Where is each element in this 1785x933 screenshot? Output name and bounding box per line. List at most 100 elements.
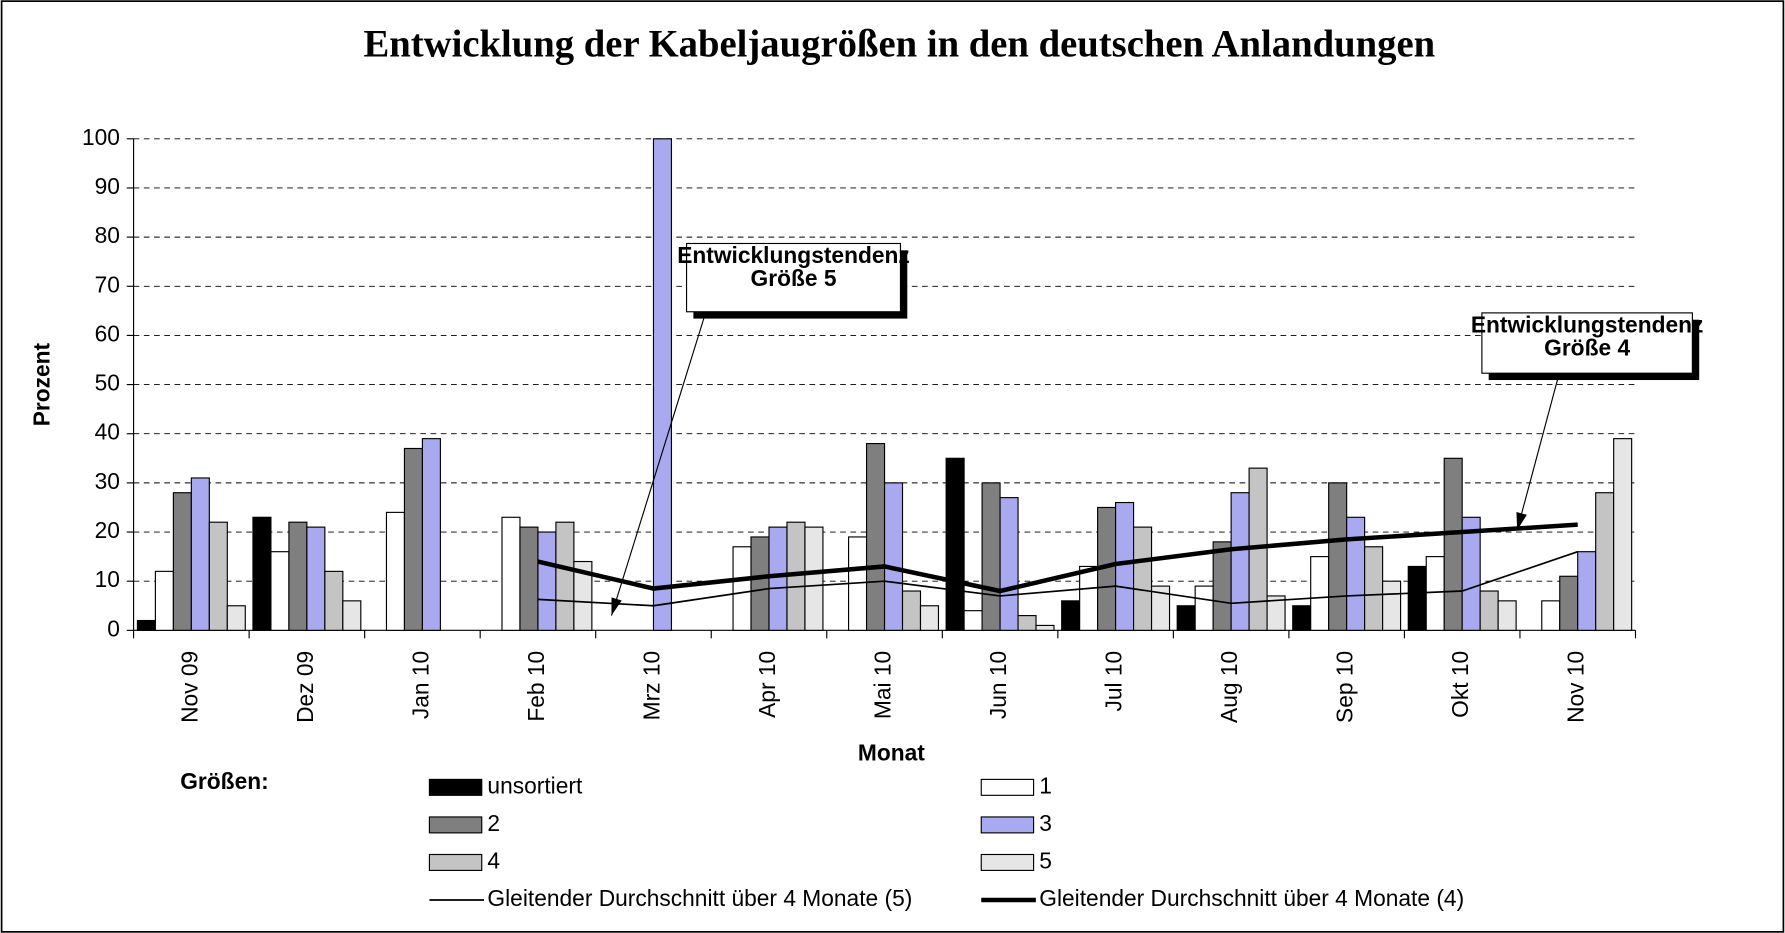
- bar: [252, 516, 272, 631]
- x-tick-label: Jan 10: [407, 651, 433, 719]
- bar: [1212, 541, 1232, 631]
- bar: [1230, 492, 1250, 631]
- bar: [555, 521, 575, 631]
- bar: [172, 492, 192, 631]
- bar: [1425, 556, 1445, 631]
- bar: [1079, 565, 1099, 631]
- bar: [1266, 595, 1286, 631]
- annotation-text: Größe 5: [751, 265, 837, 291]
- x-tick-label: Apr 10: [754, 651, 780, 718]
- trend-line: [537, 522, 1578, 594]
- annotation-box: [685, 242, 902, 313]
- bar: [342, 600, 362, 631]
- bar: [1595, 492, 1615, 631]
- legend-swatch: [428, 853, 483, 871]
- bar: [1115, 501, 1135, 631]
- legend-label: unsortiert: [487, 772, 583, 798]
- bar: [1407, 565, 1427, 631]
- trend-line: [537, 550, 1578, 607]
- bar: [226, 605, 246, 631]
- bar: [1292, 605, 1312, 631]
- bar: [1613, 438, 1633, 631]
- x-tick-label: Aug 10: [1216, 651, 1242, 723]
- bar: [945, 457, 965, 631]
- legend-label: 2: [487, 810, 500, 836]
- bar: [1194, 585, 1214, 631]
- legend-swatch: [428, 816, 483, 834]
- bar: [1061, 600, 1081, 631]
- y-tick-label: 10: [95, 566, 120, 592]
- bar: [1310, 556, 1330, 631]
- bar: [919, 605, 940, 631]
- bar: [1364, 546, 1384, 631]
- y-tick-label: 30: [95, 468, 120, 494]
- bar: [652, 138, 673, 631]
- legend-label: 4: [487, 847, 500, 873]
- bar: [1346, 516, 1366, 631]
- bar: [1133, 526, 1153, 631]
- bar: [1150, 585, 1171, 631]
- bar: [385, 511, 406, 631]
- bar: [306, 526, 326, 631]
- bar: [270, 551, 290, 631]
- bar: [1328, 482, 1348, 631]
- bar: [1541, 600, 1561, 631]
- bar: [1497, 600, 1517, 631]
- bar: [324, 570, 344, 631]
- bar: [1382, 580, 1402, 631]
- bar: [963, 610, 983, 631]
- bar: [208, 521, 228, 631]
- annotation-arrow: [1516, 373, 1560, 531]
- bar: [403, 447, 423, 631]
- legend-label: 3: [1039, 810, 1052, 836]
- bar: [865, 442, 886, 631]
- x-tick-label: Nov 09: [176, 651, 202, 723]
- annotation-text: Größe 4: [1544, 334, 1630, 360]
- x-tick-label: Jun 10: [985, 651, 1011, 719]
- bar: [501, 516, 521, 631]
- x-tick-label: Mai 10: [870, 651, 896, 719]
- bar: [136, 619, 156, 631]
- bar: [573, 560, 593, 631]
- bar: [190, 477, 210, 631]
- bar: [1017, 615, 1037, 631]
- arrow-head: [1516, 512, 1527, 531]
- chart-title: Entwicklung der Kabeljaugrößen in den de…: [364, 24, 1436, 66]
- y-tick-label: 20: [95, 517, 120, 543]
- bar: [732, 546, 752, 631]
- x-axis-label: Monat: [858, 739, 925, 765]
- legend-swatch: [980, 816, 1035, 834]
- y-tick-label: 0: [107, 615, 120, 641]
- y-tick-label: 50: [95, 370, 120, 396]
- bar: [288, 521, 308, 631]
- bar: [1559, 575, 1579, 631]
- x-tick-label: Jul 10: [1101, 651, 1127, 712]
- bar: [804, 526, 824, 631]
- x-tick-label: Mrz 10: [638, 651, 664, 721]
- bar: [1443, 457, 1463, 631]
- annotation-text: Entwicklungstendenz: [677, 242, 910, 268]
- x-tick-label: Feb 10: [523, 651, 549, 722]
- y-tick-label: 90: [95, 173, 120, 199]
- y-axis-label: Prozent: [29, 342, 55, 426]
- legend-swatch: [980, 853, 1035, 871]
- bar: [537, 531, 557, 631]
- legend-label: Gleitender Durchschnitt über 4 Monate (4…: [1039, 885, 1464, 911]
- y-tick-label: 60: [95, 320, 120, 346]
- annotation-arrow: [610, 311, 707, 616]
- legend-label: Gleitender Durchschnitt über 4 Monate (5…: [487, 885, 912, 911]
- bar: [421, 438, 441, 631]
- y-tick-label: 40: [95, 419, 120, 445]
- bar: [768, 526, 788, 631]
- x-tick-label: Sep 10: [1332, 651, 1358, 723]
- bar: [1479, 590, 1499, 631]
- bar: [901, 590, 922, 631]
- y-tick-label: 100: [82, 124, 120, 150]
- legend-label: 1: [1039, 772, 1052, 798]
- bar: [154, 570, 174, 631]
- x-tick-label: Okt 10: [1447, 651, 1473, 718]
- bar: [883, 482, 904, 631]
- bar: [750, 536, 770, 631]
